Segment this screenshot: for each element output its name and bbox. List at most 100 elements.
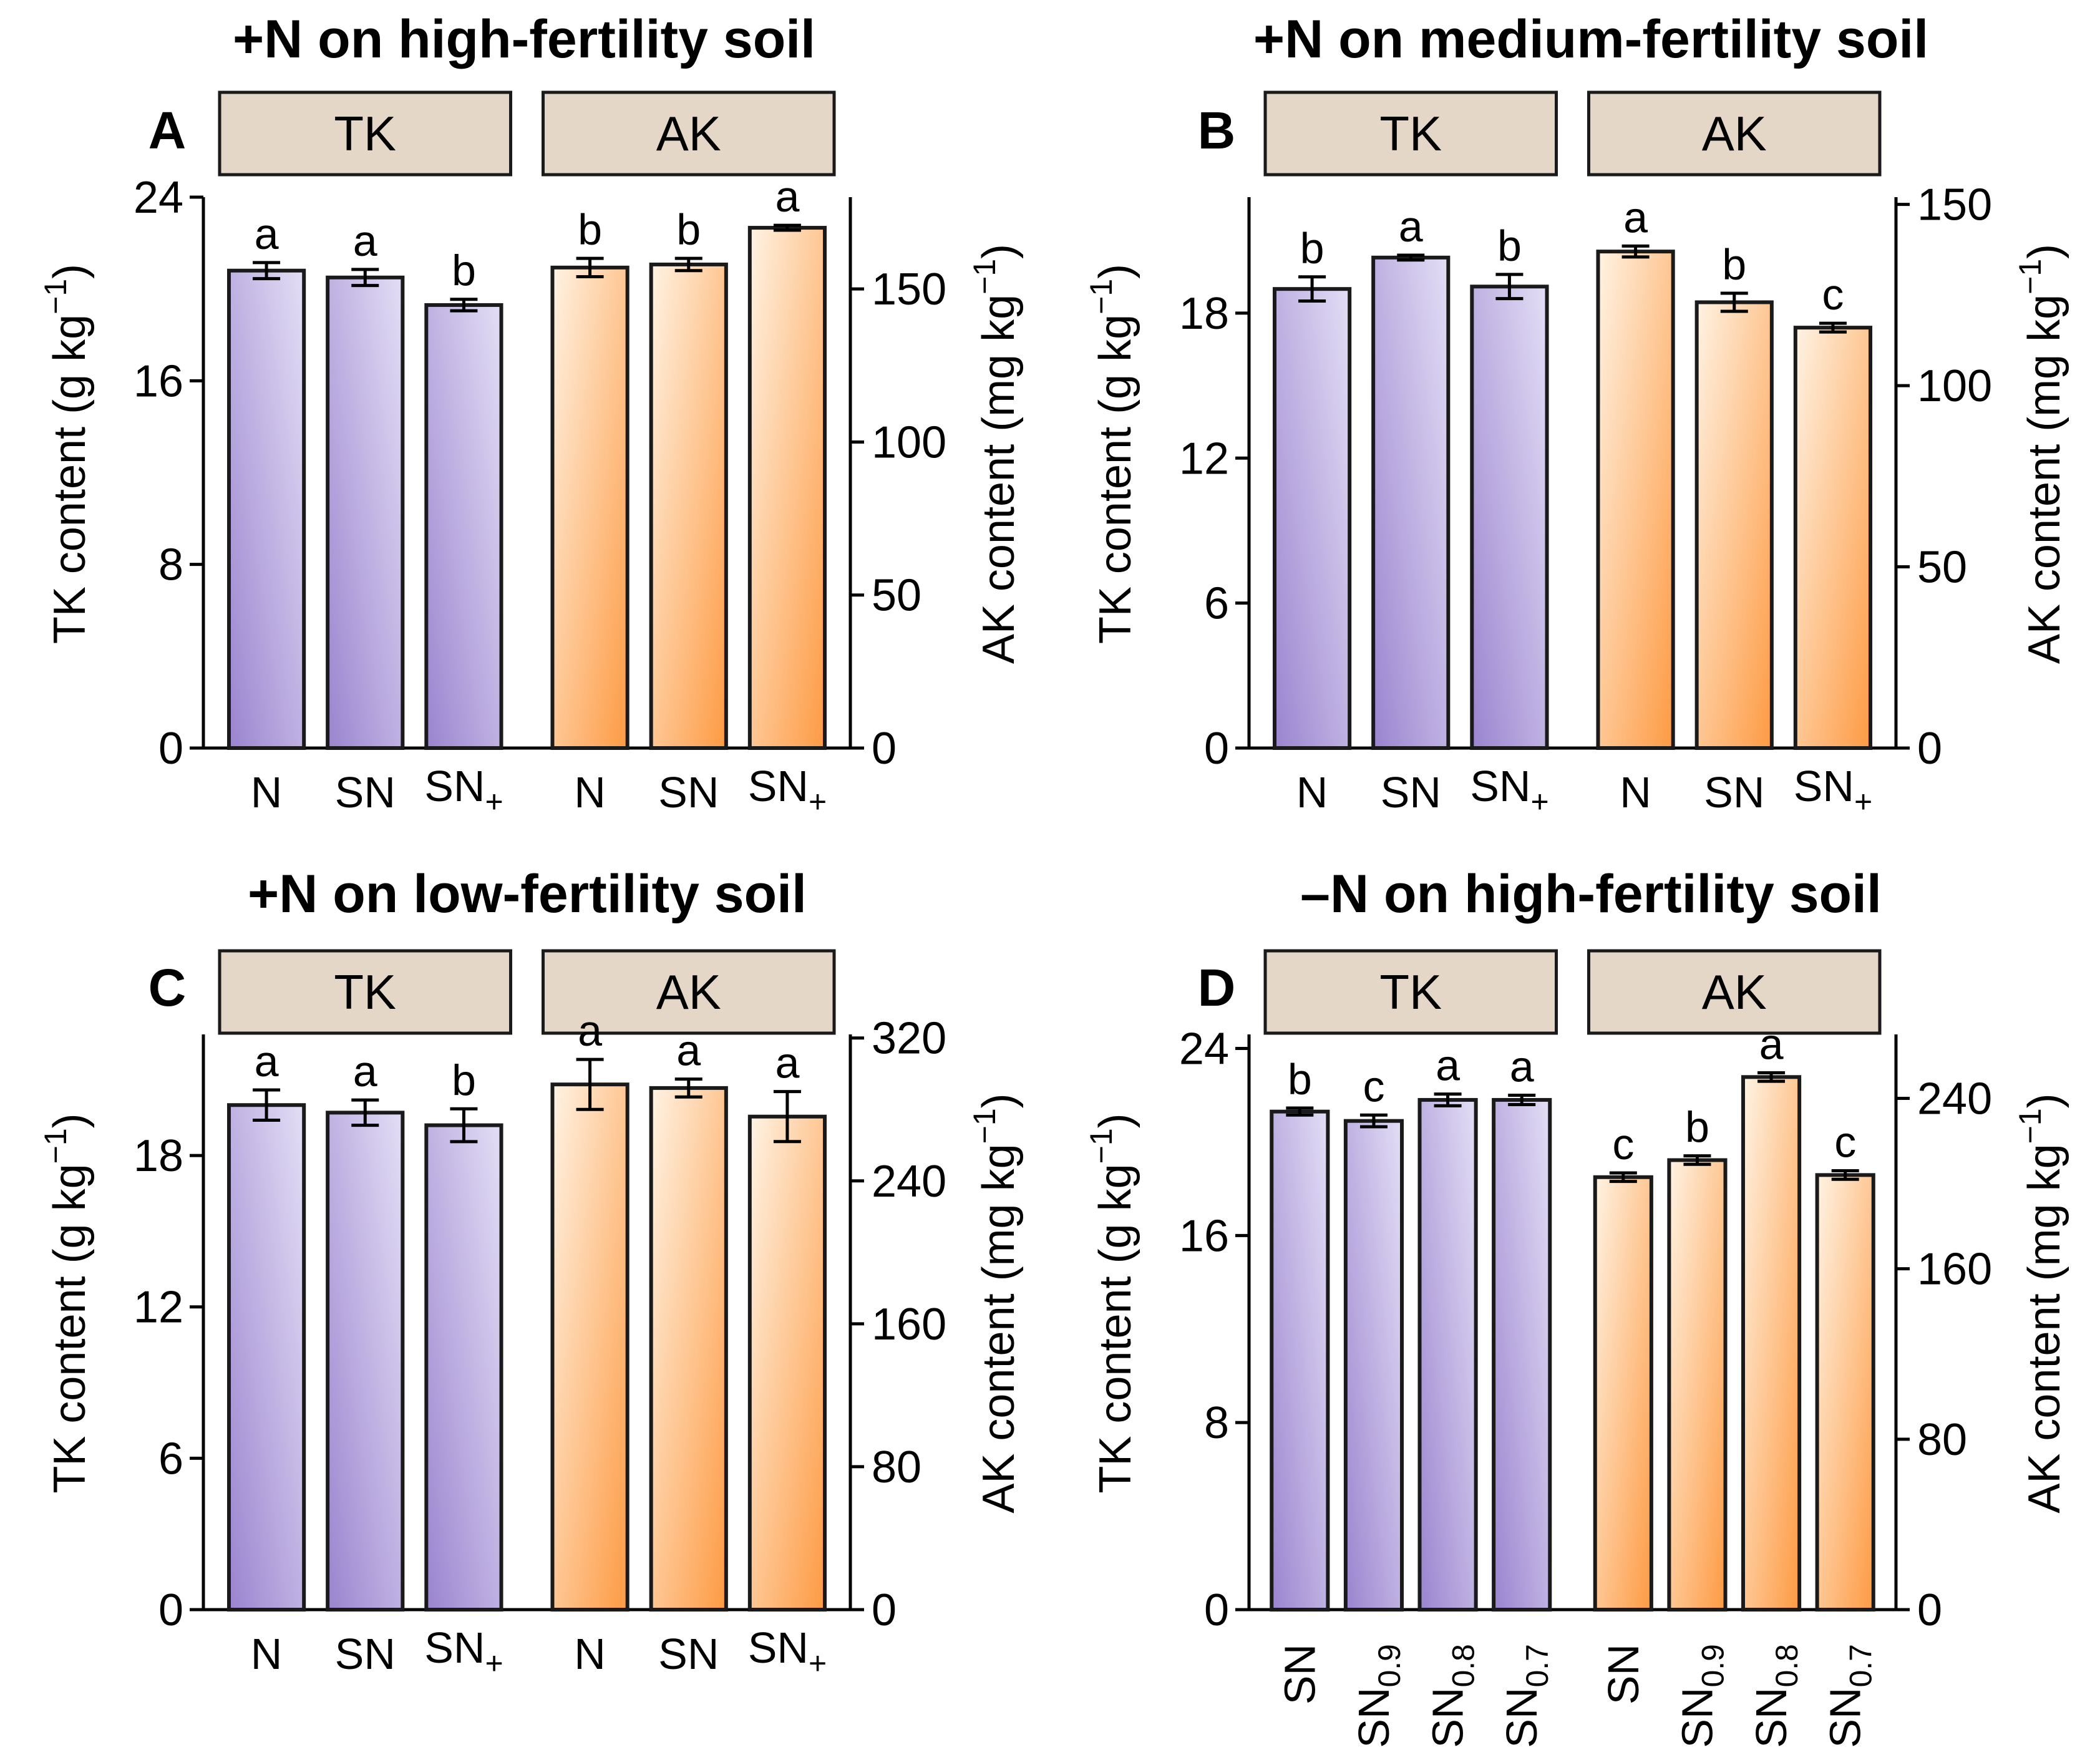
left-axis-title: TK content (g kg−1) — [38, 264, 95, 644]
error-bar — [773, 223, 801, 232]
x-tick-label: SN — [658, 768, 719, 817]
significance-letter: a — [1436, 1041, 1460, 1090]
x-tick-label: SN0.7 — [1821, 1644, 1879, 1748]
x-tick-label: SN+ — [424, 762, 503, 819]
error-bar — [1434, 1092, 1462, 1107]
strip-label-ak: AK — [656, 106, 721, 161]
bar-tk-sn — [424, 303, 503, 750]
bar-ak-sn — [1793, 326, 1873, 750]
strip-label-tk: TK — [334, 965, 396, 1019]
panel-D: –N on high-fertility soilD08162408016024… — [1084, 864, 2069, 1748]
x-tick-label: N — [574, 1630, 606, 1678]
x-tick-label: SN0.9 — [1673, 1644, 1730, 1748]
bar-tk-n — [1272, 287, 1352, 750]
panel-B: +N on medium-fertility soil B 0 6 12 18 0 50 100… — [1084, 9, 2069, 819]
bar-tk-sn08 — [1417, 1097, 1478, 1612]
significance-letter: c — [1822, 270, 1844, 319]
panel-letter: C — [148, 958, 187, 1017]
bar-tk-sn — [1470, 284, 1549, 750]
right-tick-label: 160 — [1917, 1245, 1992, 1295]
x-tick-label: SN+ — [424, 1623, 503, 1681]
significance-letter: a — [578, 1006, 602, 1055]
significance-letter: a — [353, 216, 377, 265]
error-bar — [253, 1088, 281, 1122]
bar-tk-sn — [1371, 255, 1451, 750]
left-tick-label: 6 — [158, 1434, 183, 1484]
panel-letter: A — [148, 101, 187, 160]
significance-letter: b — [1497, 221, 1522, 270]
right-tick-label: 50 — [1917, 543, 1967, 593]
x-tick-label: SN0.9 — [1349, 1644, 1407, 1748]
bar-tk-sn — [1270, 1109, 1330, 1612]
right-tick-label: 150 — [872, 265, 946, 314]
panel-title: +N on medium-fertility soil — [1253, 9, 1928, 69]
error-bar — [450, 1107, 478, 1144]
x-tick-label: SN — [1381, 768, 1441, 817]
strip-label-tk: TK — [334, 106, 396, 161]
bar-ak-sn08 — [1741, 1075, 1802, 1612]
strip-ak — [542, 90, 836, 177]
left-tick-label: 8 — [1204, 1398, 1229, 1448]
panel-title: –N on high-fertility soil — [1300, 864, 1882, 924]
right-tick-label: 240 — [1917, 1074, 1992, 1124]
error-bar — [1621, 244, 1650, 259]
significance-letter: a — [1399, 202, 1423, 251]
bar-ak-sn07 — [1815, 1173, 1875, 1612]
bar-ak-sn09 — [1667, 1158, 1728, 1612]
bar-ak-n — [550, 1082, 630, 1612]
bar-tk-n — [226, 1103, 306, 1612]
right-axis-title: AK content (mg kg−1) — [2013, 1093, 2069, 1513]
x-tick-label: N — [1296, 768, 1328, 817]
left-tick-label: 0 — [158, 1585, 183, 1635]
left-tick-label: 18 — [134, 1131, 183, 1181]
strip-label-tk: TK — [1379, 106, 1442, 161]
panel-letter: B — [1198, 101, 1236, 160]
significance-letter: b — [452, 1056, 476, 1104]
x-tick-label: SN — [658, 1630, 719, 1678]
left-tick-label: 16 — [1179, 1211, 1229, 1261]
right-tick-label: 0 — [872, 1585, 897, 1635]
error-bar — [1819, 321, 1847, 334]
bar-ak-sn — [1593, 1175, 1653, 1612]
bar-tk-n — [226, 268, 306, 750]
bar-ak-sn — [649, 1086, 728, 1612]
error-bar — [1720, 291, 1748, 313]
strip-label-ak: AK — [1702, 965, 1767, 1019]
significance-letter: b — [1300, 224, 1325, 273]
panel-C: +N on low-fertility soil C 0 6 12 18 0 80 160 240… — [38, 864, 1024, 1681]
x-tick-label: SN — [335, 768, 396, 817]
significance-letter: a — [775, 1039, 799, 1087]
right-axis-title: AK content (mg kg−1) — [2013, 244, 2069, 664]
bar-ak-sn — [1694, 300, 1774, 750]
bar-ak-sn — [747, 226, 827, 750]
error-bar — [1508, 1093, 1536, 1106]
significance-letter: a — [1623, 193, 1648, 241]
bar-tk-sn07 — [1492, 1097, 1552, 1612]
significance-letter: a — [676, 1026, 701, 1075]
significance-letter: a — [255, 210, 279, 258]
bar-ak-sn — [747, 1114, 827, 1612]
error-bar — [351, 268, 379, 288]
significance-letter: c — [1612, 1120, 1634, 1169]
x-tick-label: SN0.8 — [1424, 1644, 1481, 1748]
right-tick-label: 100 — [1917, 361, 1992, 411]
left-tick-label: 24 — [134, 173, 183, 223]
right-tick-label: 240 — [872, 1157, 946, 1207]
strip-label-ak: AK — [656, 965, 721, 1019]
strip-tk — [1263, 949, 1558, 1035]
x-tick-label: SN — [335, 1630, 396, 1678]
significance-letter: c — [1834, 1118, 1856, 1167]
error-bar — [576, 1057, 604, 1111]
bar-tk-sn — [326, 275, 405, 751]
error-bar — [674, 1077, 702, 1099]
left-tick-label: 12 — [1179, 434, 1229, 484]
right-tick-label: 0 — [872, 724, 897, 774]
left-tick-label: 8 — [158, 540, 183, 590]
error-bar — [450, 298, 478, 313]
x-tick-label: N — [251, 1630, 283, 1678]
x-tick-label: SN — [1599, 1644, 1648, 1704]
left-axis-title: TK content (g kg−1) — [1084, 264, 1140, 644]
significance-letter: a — [1510, 1042, 1534, 1091]
x-tick-label: SN+ — [1794, 762, 1872, 819]
